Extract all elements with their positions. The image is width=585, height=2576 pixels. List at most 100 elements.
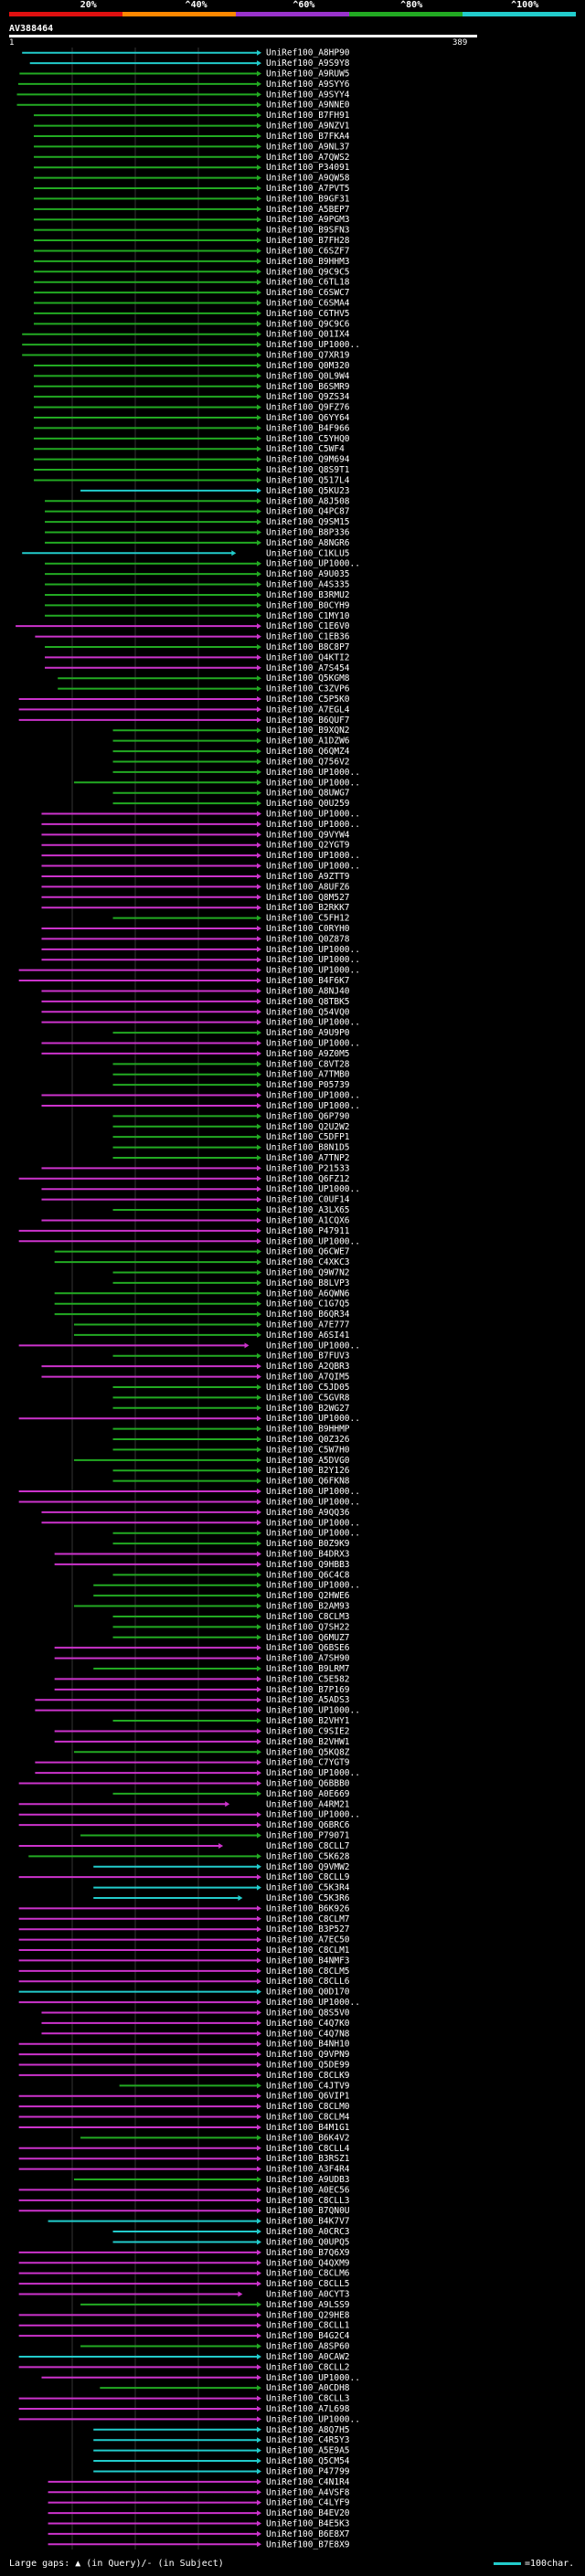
hit-label[interactable]: UniRef100_C8CLL4 (266, 2144, 350, 2154)
hit-label[interactable]: UniRef100_C5DFP1 (266, 1132, 350, 1142)
hit-label[interactable]: UniRef100_A7TMB0 (266, 1070, 350, 1080)
hit-label[interactable]: UniRef100_UP1000.. (266, 1038, 360, 1048)
hit-label[interactable]: UniRef100_B8N1D5 (266, 1143, 350, 1153)
hit-label[interactable]: UniRef100_A5BEP7 (266, 205, 350, 215)
hit-label[interactable]: UniRef100_C5YHQ0 (266, 434, 350, 444)
hit-label[interactable]: UniRef100_B8C8P7 (266, 642, 350, 652)
hit-label[interactable]: UniRef100_A0CRC3 (266, 2227, 350, 2237)
hit-label[interactable]: UniRef100_A1CQX6 (266, 1215, 350, 1225)
hit-label[interactable]: UniRef100_B9HHM3 (266, 257, 350, 267)
hit-label[interactable]: UniRef100_Q5CM54 (266, 2456, 350, 2466)
hit-label[interactable]: UniRef100_B6E8X7 (266, 2529, 350, 2539)
hit-label[interactable]: UniRef100_Q6QMZ4 (266, 747, 350, 757)
hit-label[interactable]: UniRef100_C6SWC7 (266, 288, 350, 298)
hit-label[interactable]: UniRef100_Q2HWE6 (266, 1591, 350, 1601)
hit-label[interactable]: UniRef100_B6QR34 (266, 1309, 350, 1320)
hit-label[interactable]: UniRef100_Q8M527 (266, 893, 350, 903)
hit-label[interactable]: UniRef100_C4Q7N8 (266, 2029, 350, 2039)
hit-label[interactable]: UniRef100_C8CLL3 (266, 2196, 350, 2206)
hit-label[interactable]: UniRef100_B7FKA4 (266, 132, 350, 142)
hit-label[interactable]: UniRef100_A8UFZ6 (266, 882, 350, 892)
hit-label[interactable]: UniRef100_Q8S9T1 (266, 465, 350, 475)
hit-label[interactable]: UniRef100_A9QW58 (266, 174, 350, 184)
hit-label[interactable]: UniRef100_B4M1G1 (266, 2123, 350, 2133)
hit-label[interactable]: UniRef100_Q4KTI2 (266, 652, 350, 663)
hit-label[interactable]: UniRef100_C5K628 (266, 1851, 350, 1861)
hit-label[interactable]: UniRef100_Q9C9C5 (266, 267, 350, 277)
hit-label[interactable]: UniRef100_A9NNE0 (266, 101, 350, 111)
hit-label[interactable]: UniRef100_B4NMF3 (266, 1956, 350, 1966)
hit-label[interactable]: UniRef100_UP1000.. (266, 2373, 360, 2383)
hit-label[interactable]: UniRef100_B6QUF7 (266, 716, 350, 726)
hit-label[interactable]: UniRef100_C8CLL6 (266, 1977, 350, 1987)
hit-label[interactable]: UniRef100_C8CLM3 (266, 1612, 350, 1622)
hit-label[interactable]: UniRef100_B0Z9K9 (266, 1539, 350, 1549)
hit-label[interactable]: UniRef100_B6SMR9 (266, 382, 350, 392)
hit-label[interactable]: UniRef100_C8CLM1 (266, 1945, 350, 1956)
hit-label[interactable]: UniRef100_A7TNP2 (266, 1153, 350, 1163)
hit-label[interactable]: UniRef100_Q0M320 (266, 361, 350, 371)
hit-label[interactable]: UniRef100_C1KLU5 (266, 548, 350, 558)
hit-label[interactable]: UniRef100_Q6BSE6 (266, 1643, 350, 1653)
hit-label[interactable]: UniRef100_Q8TBK5 (266, 997, 350, 1007)
hit-label[interactable]: UniRef100_B4E5K3 (266, 2518, 350, 2528)
hit-label[interactable]: UniRef100_Q7XR19 (266, 351, 350, 361)
hit-label[interactable]: UniRef100_UP1000.. (266, 1497, 360, 1507)
hit-label[interactable]: UniRef100_B9LRM7 (266, 1664, 350, 1674)
hit-label[interactable]: UniRef100_Q756V2 (266, 757, 350, 767)
hit-label[interactable]: UniRef100_Q5KU23 (266, 486, 350, 496)
hit-label[interactable]: UniRef100_Q6YY64 (266, 413, 350, 423)
hit-label[interactable]: UniRef100_UP1000.. (266, 966, 360, 976)
hit-label[interactable]: UniRef100_A8Q7H5 (266, 2425, 350, 2435)
hit-label[interactable]: UniRef100_UP1000.. (266, 862, 360, 872)
hit-label[interactable]: UniRef100_Q4QXM9 (266, 2258, 350, 2268)
hit-label[interactable]: UniRef100_B8P336 (266, 527, 350, 537)
hit-label[interactable]: UniRef100_Q5KQ8Z (266, 1747, 350, 1757)
hit-label[interactable]: UniRef100_B4EV20 (266, 2508, 350, 2518)
hit-label[interactable]: UniRef100_B8LVP3 (266, 1278, 350, 1288)
hit-label[interactable]: UniRef100_B4F966 (266, 423, 350, 433)
hit-label[interactable]: UniRef100_P47911 (266, 1226, 350, 1236)
hit-label[interactable]: UniRef100_A8SP60 (266, 2342, 350, 2352)
hit-label[interactable]: UniRef100_Q2U2W2 (266, 1122, 350, 1132)
hit-label[interactable]: UniRef100_UP1000.. (266, 810, 360, 820)
hit-label[interactable]: UniRef100_A9U9P0 (266, 1028, 350, 1038)
hit-label[interactable]: UniRef100_C7YGT9 (266, 1758, 350, 1768)
hit-label[interactable]: UniRef100_Q0UPQ5 (266, 2237, 350, 2247)
hit-label[interactable]: UniRef100_C4JTV9 (266, 2081, 350, 2091)
hit-label[interactable]: UniRef100_C8CLM6 (266, 2269, 350, 2279)
hit-label[interactable]: UniRef100_Q8S5V0 (266, 2008, 350, 2018)
hit-label[interactable]: UniRef100_B6K4V2 (266, 2133, 350, 2143)
hit-label[interactable]: UniRef100_UP1000.. (266, 1487, 360, 1497)
hit-label[interactable]: UniRef100_Q9SM15 (266, 517, 350, 527)
hit-label[interactable]: UniRef100_UP1000.. (266, 778, 360, 788)
hit-label[interactable]: UniRef100_C8VT28 (266, 1059, 350, 1069)
hit-label[interactable]: UniRef100_B3RMU2 (266, 590, 350, 600)
hit-label[interactable]: UniRef100_UP1000.. (266, 2414, 360, 2424)
hit-label[interactable]: UniRef100_Q7SH22 (266, 1622, 350, 1632)
hit-label[interactable]: UniRef100_UP1000.. (266, 1091, 360, 1101)
hit-label[interactable]: UniRef100_A6SI41 (266, 1330, 350, 1341)
hit-label[interactable]: UniRef100_C1E6V0 (266, 621, 350, 631)
hit-label[interactable]: UniRef100_B2AM93 (266, 1602, 350, 1612)
hit-label[interactable]: UniRef100_Q6VIP1 (266, 2092, 350, 2102)
hit-label[interactable]: UniRef100_A5E9A5 (266, 2446, 350, 2456)
hit-label[interactable]: UniRef100_Q01IX4 (266, 330, 350, 340)
hit-label[interactable]: UniRef100_Q9W7N2 (266, 1267, 350, 1277)
hit-label[interactable]: UniRef100_C5K3R6 (266, 1893, 350, 1903)
hit-label[interactable]: UniRef100_C4XKC3 (266, 1257, 350, 1267)
hit-label[interactable]: UniRef100_A9NL37 (266, 142, 350, 152)
hit-label[interactable]: UniRef100_UP1000.. (266, 1236, 360, 1246)
hit-label[interactable]: UniRef100_C4R5Y3 (266, 2435, 350, 2445)
hit-label[interactable]: UniRef100_A8HP90 (266, 48, 350, 58)
hit-label[interactable]: UniRef100_Q5KGM8 (266, 673, 350, 684)
hit-label[interactable]: UniRef100_B9SFN3 (266, 226, 350, 236)
hit-label[interactable]: UniRef100_B3P527 (266, 1924, 350, 1935)
hit-label[interactable]: UniRef100_Q0U259 (266, 799, 350, 809)
hit-label[interactable]: UniRef100_A8J508 (266, 496, 350, 506)
hit-label[interactable]: UniRef100_Q5DE99 (266, 2061, 350, 2071)
hit-label[interactable]: UniRef100_UP1000.. (266, 1768, 360, 1778)
hit-label[interactable]: UniRef100_B7P169 (266, 1685, 350, 1695)
hit-label[interactable]: UniRef100_A4RM21 (266, 1799, 350, 1809)
hit-label[interactable]: UniRef100_UP1000.. (266, 1018, 360, 1028)
